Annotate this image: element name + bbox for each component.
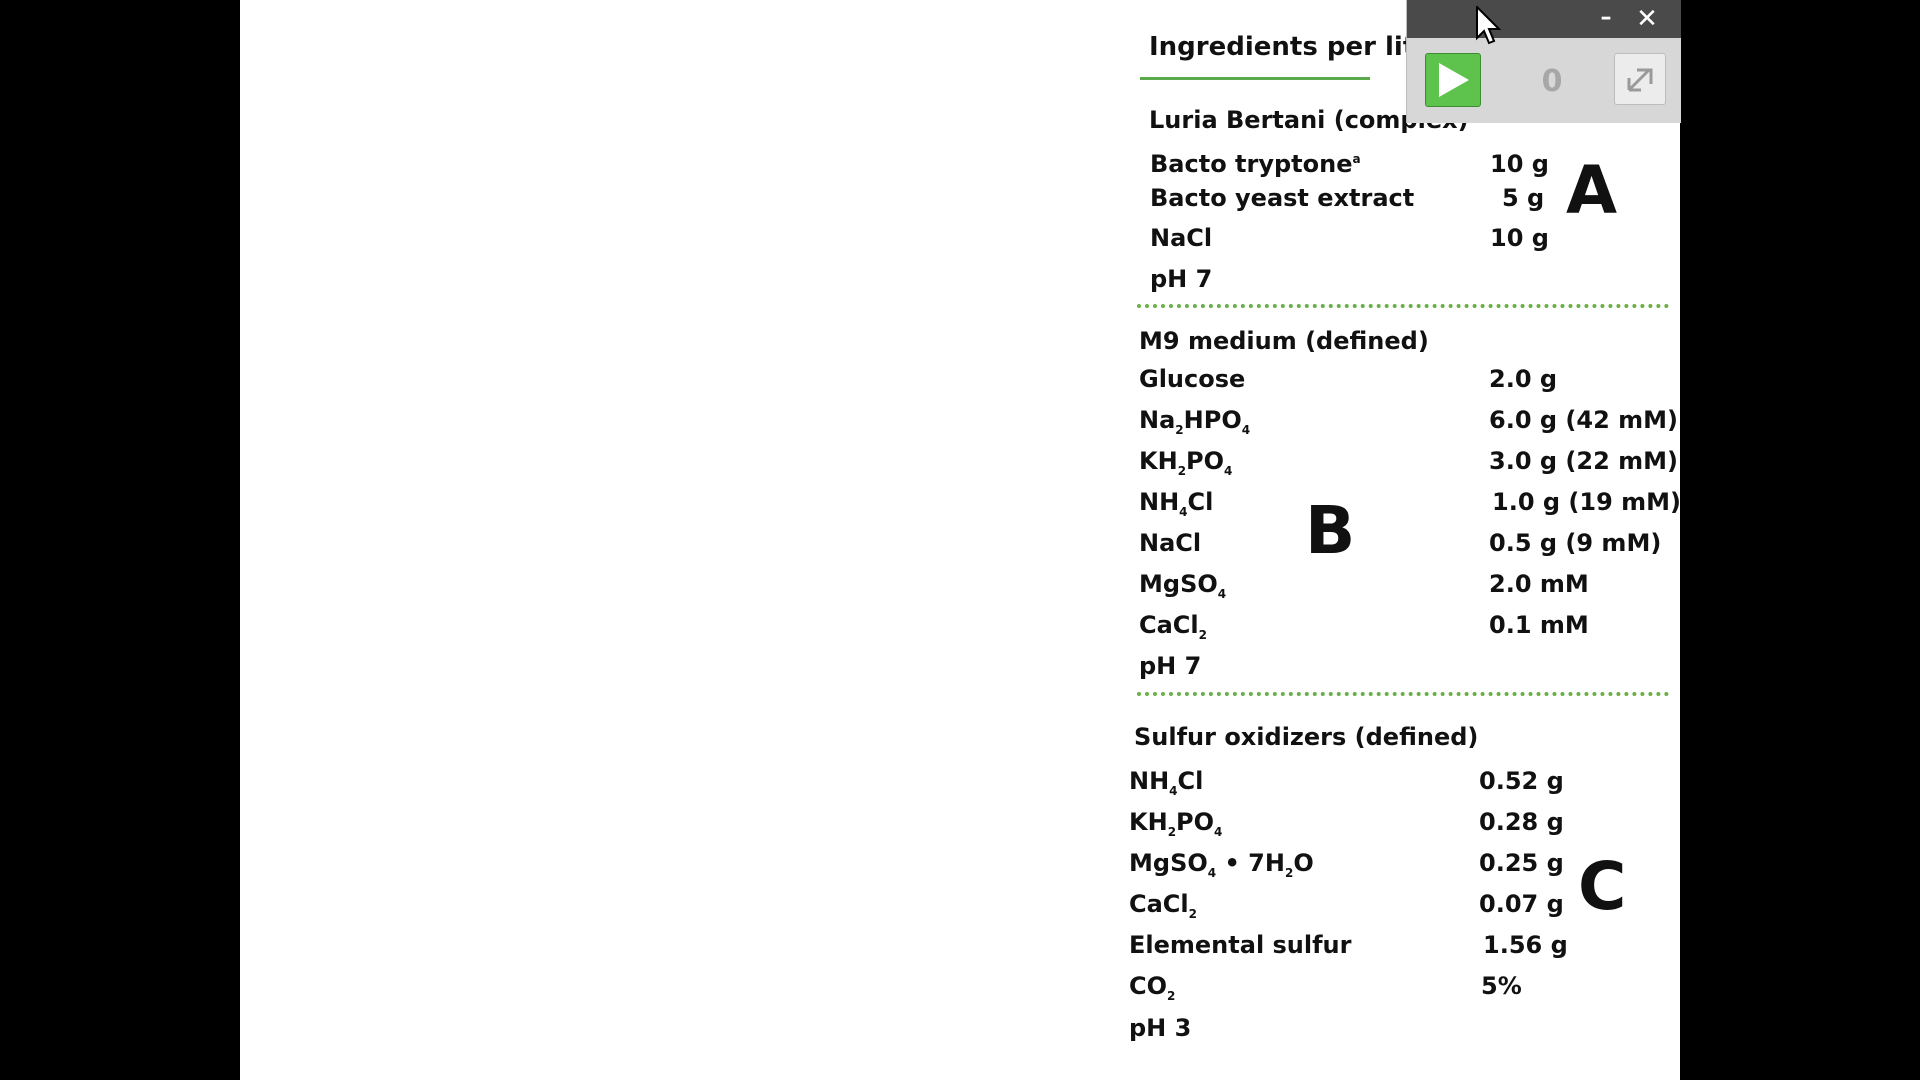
m9-row-name: Na2HPO4 [1139, 406, 1251, 437]
sulfur-row-name: Elemental sulfur [1129, 931, 1352, 959]
luria-row-value: 5 g [1502, 184, 1545, 212]
sulfur-row-name: CaCl2 [1129, 890, 1198, 921]
m9-row-value: 6.0 g (42 mM) [1489, 406, 1678, 434]
m9-row-value: 0.1 mM [1489, 611, 1589, 639]
luria-row-name: Bacto yeast extract [1150, 184, 1415, 212]
play-icon [1439, 63, 1469, 97]
sulfur-row-value: 0.25 g [1479, 849, 1564, 877]
m9-row-value: 2.0 g [1489, 365, 1558, 393]
m9-row-value: 0.5 g (9 mM) [1489, 529, 1662, 557]
luria-row-name: NaCl [1150, 224, 1213, 252]
luria-row-name: Bacto tryptonea [1150, 150, 1361, 178]
sulfur-title: Sulfur oxidizers (defined) [1134, 723, 1479, 751]
m9-row-value: 1.0 g (19 mM) [1492, 488, 1680, 516]
section-divider [1137, 304, 1669, 308]
mouse-cursor-icon [1476, 6, 1502, 45]
sulfur-row-value: 0.28 g [1479, 808, 1564, 836]
m9-row-name: NaCl [1139, 529, 1202, 557]
expand-button[interactable] [1614, 53, 1666, 105]
sulfur-row-name: pH 3 [1129, 1014, 1192, 1042]
luria-row-name: pH 7 [1150, 265, 1213, 293]
m9-row-name: KH2PO4 [1139, 447, 1233, 478]
section-label-b: B [1305, 492, 1356, 569]
section-divider [1137, 692, 1669, 696]
slide: Ingredients per liter Luria Bertani (com… [240, 0, 1680, 1080]
sulfur-row-value: 1.56 g [1483, 931, 1568, 959]
play-button[interactable] [1425, 53, 1481, 107]
close-button[interactable]: ✕ [1636, 4, 1658, 34]
m9-row-value: 2.0 mM [1489, 570, 1589, 598]
m9-row-value: 3.0 g (22 mM) [1489, 447, 1678, 475]
slide-heading: Ingredients per liter [1149, 32, 1446, 62]
luria-row-value: 10 g [1490, 224, 1549, 252]
recorder-titlebar[interactable]: – ✕ [1407, 0, 1681, 38]
sulfur-row-value: 5% [1481, 972, 1522, 1000]
expand-icon [1627, 68, 1653, 92]
heading-underline [1140, 77, 1370, 80]
m9-row-name: MgSO4 [1139, 570, 1227, 601]
m9-title: M9 medium (defined) [1139, 327, 1429, 355]
m9-row-name: CaCl2 [1139, 611, 1208, 642]
recording-counter: 0 [1541, 64, 1563, 99]
sulfur-row-name: KH2PO4 [1129, 808, 1223, 839]
sulfur-row-value: 0.07 g [1479, 890, 1564, 918]
sulfur-row-name: MgSO4 • 7H2O [1129, 849, 1314, 880]
sulfur-row-value: 0.52 g [1479, 767, 1564, 795]
sulfur-row-name: CO2 [1129, 972, 1176, 1003]
m9-row-name: Glucose [1139, 365, 1246, 393]
recorder-widget: – ✕ 0 [1406, 0, 1681, 123]
section-label-c: C [1578, 848, 1627, 925]
luria-row-value: 10 g [1490, 150, 1549, 178]
sulfur-row-name: NH4Cl [1129, 767, 1204, 798]
minimize-button[interactable]: – [1600, 5, 1612, 30]
m9-row-name: pH 7 [1139, 652, 1202, 680]
m9-row-name: NH4Cl [1139, 488, 1214, 519]
section-label-a: A [1566, 152, 1618, 229]
